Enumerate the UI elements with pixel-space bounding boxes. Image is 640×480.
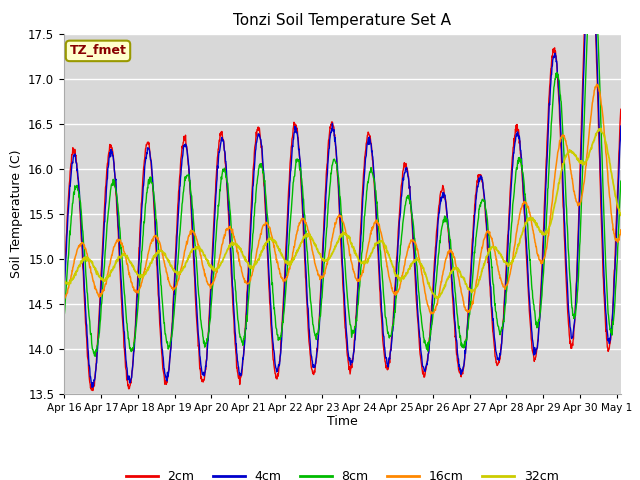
16cm: [168, 285, 176, 290]
4cm: [617, 123, 625, 129]
32cm: [130, 264, 138, 270]
2cm: [523, 264, 531, 269]
16cm: [590, 92, 598, 98]
Title: Tonzi Soil Temperature Set A: Tonzi Soil Temperature Set A: [234, 13, 451, 28]
Line: 2cm: 2cm: [64, 0, 621, 391]
16cm: [137, 284, 145, 289]
Y-axis label: Soil Temperature (C): Soil Temperature (C): [10, 149, 22, 278]
2cm: [130, 344, 138, 349]
16cm: [593, 82, 601, 87]
4cm: [139, 198, 147, 204]
8cm: [92, 353, 99, 359]
32cm: [590, 138, 598, 144]
Line: 4cm: 4cm: [64, 0, 621, 387]
X-axis label: Time: Time: [327, 415, 358, 429]
32cm: [617, 212, 625, 218]
2cm: [139, 184, 147, 190]
32cm: [138, 272, 146, 277]
16cm: [60, 295, 68, 301]
8cm: [168, 327, 176, 333]
Text: TZ_fmet: TZ_fmet: [70, 44, 127, 58]
4cm: [130, 348, 138, 354]
16cm: [523, 203, 531, 208]
16cm: [427, 311, 435, 317]
2cm: [60, 278, 68, 284]
4cm: [168, 321, 176, 326]
8cm: [130, 340, 138, 346]
Line: 16cm: 16cm: [64, 84, 621, 314]
2cm: [617, 107, 625, 112]
32cm: [60, 277, 68, 283]
4cm: [88, 384, 96, 390]
32cm: [168, 265, 176, 271]
2cm: [89, 388, 97, 394]
16cm: [617, 227, 625, 233]
8cm: [617, 178, 625, 184]
4cm: [523, 251, 531, 256]
Legend: 2cm, 4cm, 8cm, 16cm, 32cm: 2cm, 4cm, 8cm, 16cm, 32cm: [122, 465, 563, 480]
16cm: [138, 278, 146, 284]
32cm: [597, 126, 605, 132]
4cm: [137, 222, 145, 228]
8cm: [139, 242, 147, 248]
2cm: [168, 317, 176, 323]
32cm: [523, 217, 531, 223]
8cm: [137, 260, 145, 266]
8cm: [523, 216, 531, 222]
16cm: [130, 285, 138, 290]
32cm: [137, 273, 145, 278]
2cm: [137, 213, 145, 219]
32cm: [433, 296, 440, 301]
8cm: [60, 313, 68, 319]
4cm: [60, 291, 68, 297]
Line: 32cm: 32cm: [64, 129, 621, 299]
Line: 8cm: 8cm: [64, 0, 621, 356]
